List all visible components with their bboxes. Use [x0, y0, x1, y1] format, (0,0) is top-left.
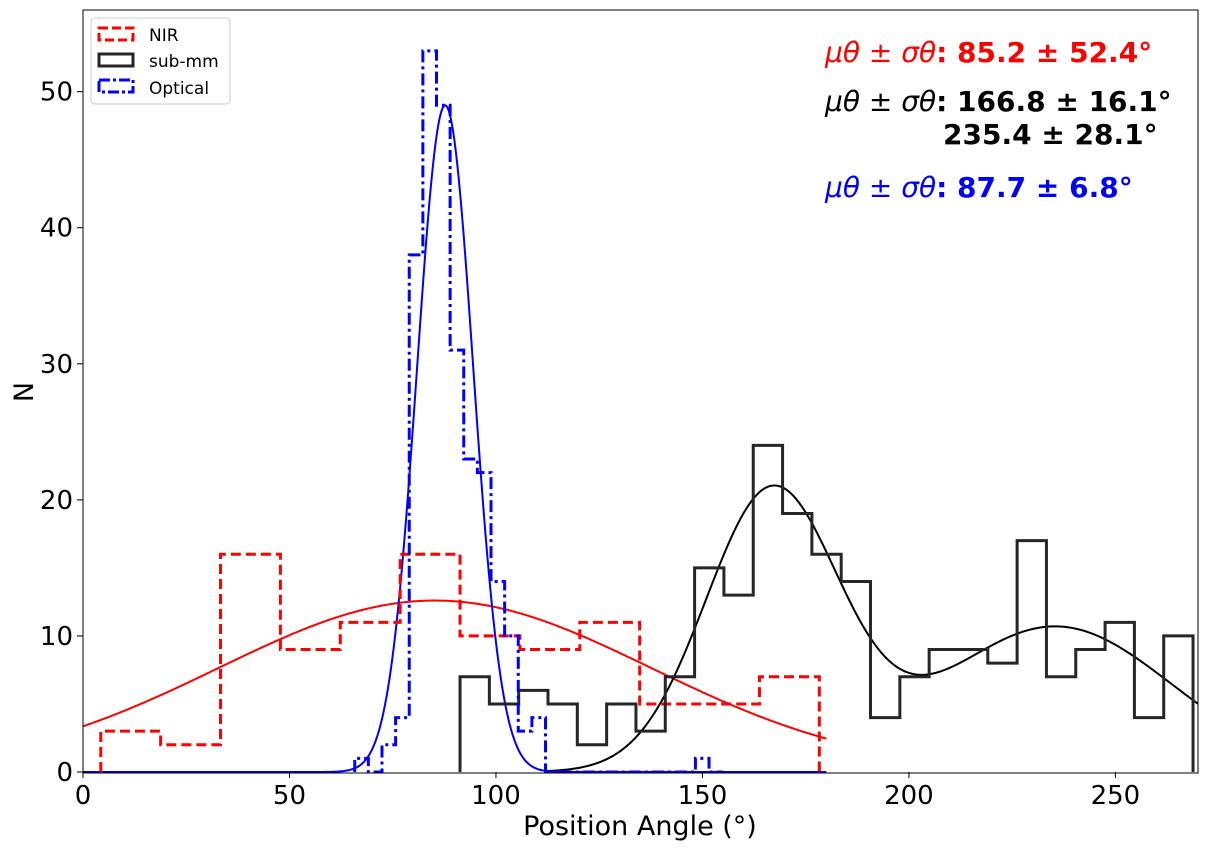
- x-tick-label: 0: [75, 781, 92, 811]
- annotation-optical-value: 87.7 ± 6.8°: [957, 171, 1133, 204]
- legend-item-sub-mm: sub-mm: [97, 52, 219, 72]
- x-tick-label: 50: [273, 781, 306, 811]
- y-tick-label: 50: [40, 78, 73, 108]
- y-axis-label: N: [9, 382, 40, 402]
- annotation-optical: μθ ± σθ: 87.7 ± 6.8°: [824, 171, 1133, 204]
- annotation-sub-mm: μθ ± σθ: 166.8 ± 16.1°: [824, 85, 1172, 118]
- annotation-sub-mm-label: μθ ± σθ: [824, 85, 936, 118]
- axes: 0 50 100 150 200 250 0 10 20 30 40 50: [40, 78, 1140, 811]
- annotation-nir-value: 85.2 ± 52.4°: [957, 36, 1152, 69]
- histogram-optical: [353, 49, 723, 773]
- fit-annotations: μθ ± σθ: 85.2 ± 52.4° μθ ± σθ: 166.8 ± 1…: [824, 36, 1172, 204]
- annotation-sub-mm-value: 166.8 ± 16.1°: [957, 85, 1172, 118]
- annotation-nir-label: μθ ± σθ: [824, 36, 936, 69]
- legend-label-sub-mm: sub-mm: [149, 52, 219, 72]
- legend-label-nir: NIR: [149, 26, 179, 46]
- y-tick-label: 30: [40, 350, 73, 380]
- legend-label-optical: Optical: [149, 79, 209, 99]
- x-tick-label: 200: [884, 781, 934, 811]
- x-axis-label: Position Angle (°): [523, 811, 757, 842]
- histogram-sub-mm: [458, 443, 1195, 772]
- x-tick-label: 100: [471, 781, 521, 811]
- annotation-optical-label: μθ ± σθ: [824, 171, 936, 204]
- legend-item-optical: Optical: [97, 78, 209, 99]
- legend: NIR sub-mm Optical: [90, 17, 231, 105]
- annotation-nir: μθ ± σθ: 85.2 ± 52.4°: [824, 36, 1152, 69]
- legend-item-nir: NIR: [97, 26, 179, 46]
- legend-swatch-optical: [97, 78, 135, 94]
- fit-curve-optical: [83, 104, 827, 773]
- legend-swatch-nir: [97, 26, 135, 42]
- fit-curve-nir: [83, 599, 827, 740]
- y-tick-label: 20: [40, 486, 73, 516]
- plot-frame: [82, 9, 1199, 774]
- x-tick-label: 150: [678, 781, 728, 811]
- y-tick-label: 10: [40, 622, 73, 652]
- histogram-nir: [99, 552, 821, 772]
- legend-swatch-sub-mm: [97, 52, 135, 68]
- histograms: [99, 49, 1195, 773]
- annotation-sub-mm-second: 235.4 ± 28.1°: [943, 118, 1158, 151]
- y-tick-label: 0: [56, 758, 73, 788]
- y-tick-label: 40: [40, 214, 73, 244]
- x-tick-label: 250: [1091, 781, 1141, 811]
